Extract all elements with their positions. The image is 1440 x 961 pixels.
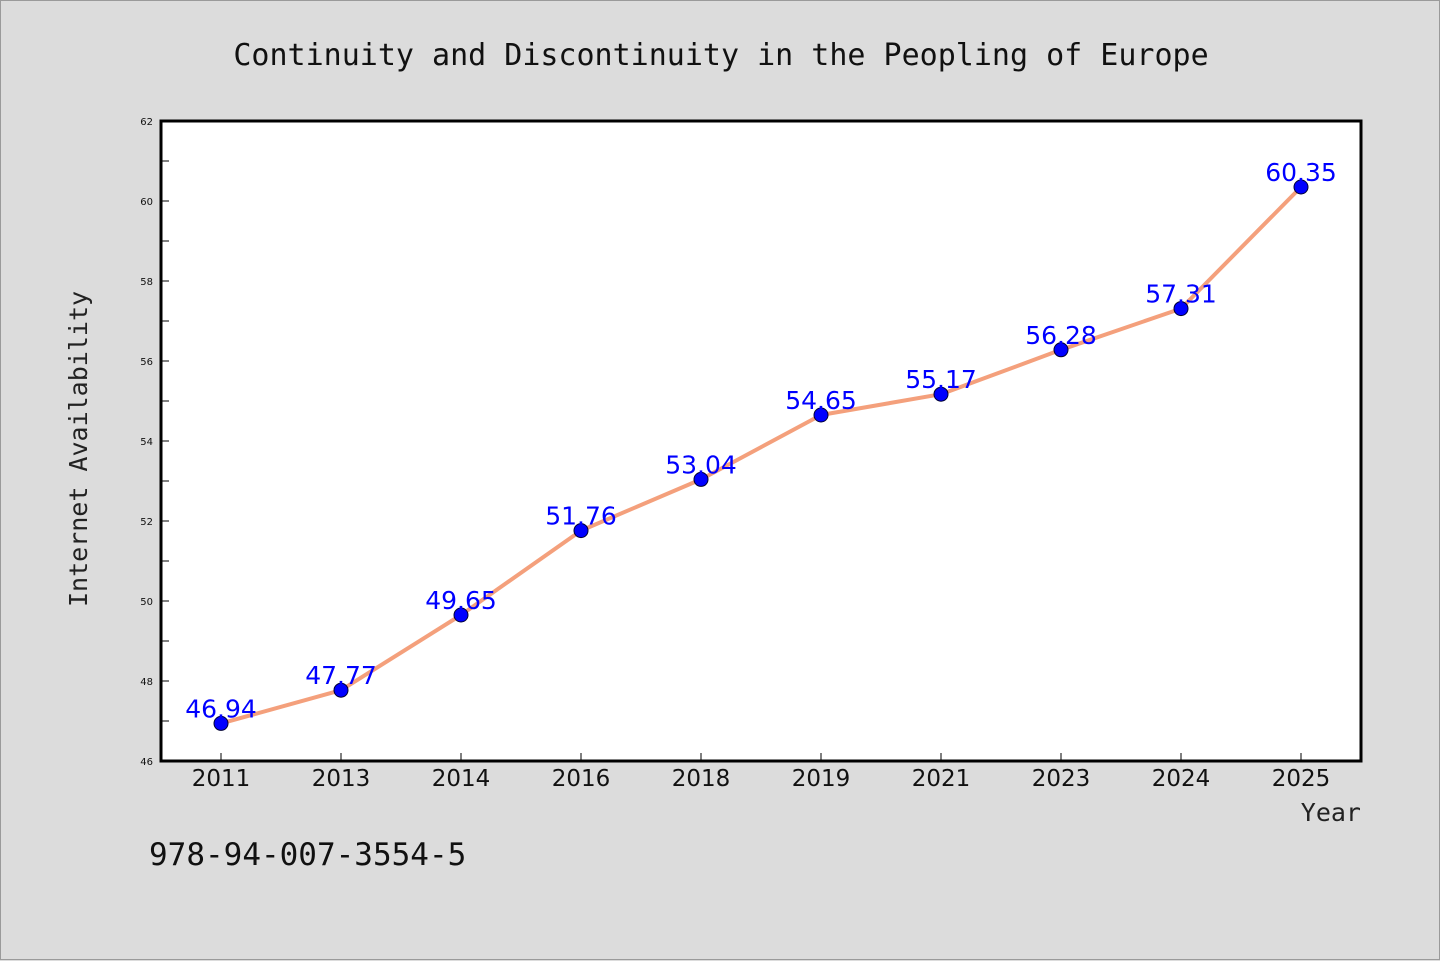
- series-line: [220, 185, 1303, 726]
- x-tick-label: 2014: [432, 766, 491, 792]
- chart-title: Continuity and Discontinuity in the Peop…: [233, 38, 1208, 73]
- y-tick-label: 58: [140, 277, 153, 288]
- y-tick-label: 46: [140, 757, 153, 768]
- data-point: [333, 682, 349, 698]
- data-point: [933, 386, 949, 402]
- data-point: [453, 607, 469, 623]
- data-label: 47.77: [305, 661, 377, 690]
- data-point: [573, 523, 589, 539]
- y-tick-label: 52: [140, 517, 153, 528]
- data-label: 53.04: [665, 450, 737, 479]
- data-label: 60.35: [1265, 158, 1337, 187]
- x-tick-label: 2018: [672, 766, 731, 792]
- y-axis-ticks: 46 48 50 52 54 56 58 60 62: [140, 117, 169, 768]
- data-label: 49.65: [425, 586, 497, 615]
- data-label: 54.65: [785, 386, 857, 415]
- data-label: 55.17: [905, 365, 977, 394]
- x-tick-label: 2021: [912, 766, 971, 792]
- data-point: [1053, 342, 1069, 358]
- isbn-text: 978-94-007-3554-5: [149, 837, 466, 873]
- y-tick-label: 56: [140, 357, 153, 368]
- y-axis-label: Internet Availability: [64, 291, 93, 607]
- data-labels: 46.94 47.77 49.65 51.76 53.04 54.65 55.17 56.28…: [185, 158, 1337, 723]
- y-tick-label: 48: [140, 677, 153, 688]
- plot-area: [159, 119, 1363, 763]
- data-point: [1173, 301, 1189, 317]
- data-point: [813, 407, 829, 423]
- x-tick-label: 2024: [1152, 766, 1211, 792]
- data-label: 57.31: [1145, 280, 1217, 309]
- series-line-group: [220, 185, 1303, 726]
- x-axis-ticks: 2011 2013 2014 2016 2018 2019 2021 2023 2024 2025: [192, 753, 1331, 792]
- data-label: 51.76: [545, 502, 617, 531]
- y-tick-label: 60: [140, 197, 153, 208]
- y-tick-label: 54: [140, 437, 153, 448]
- x-tick-label: 2025: [1272, 766, 1331, 792]
- data-point: [213, 715, 229, 731]
- y-tick-label: 50: [140, 597, 153, 608]
- data-points: [213, 179, 1309, 731]
- y-tick-label: 62: [140, 117, 153, 128]
- data-label: 56.28: [1025, 321, 1097, 350]
- data-point: [1293, 179, 1309, 195]
- x-tick-label: 2016: [552, 766, 611, 792]
- x-axis-label: Year: [1301, 798, 1361, 827]
- x-tick-label: 2013: [312, 766, 371, 792]
- x-tick-label: 2023: [1032, 766, 1091, 792]
- x-tick-label: 2011: [192, 766, 251, 792]
- data-label: 46.94: [185, 694, 257, 723]
- data-point: [693, 471, 709, 487]
- x-tick-label: 2019: [792, 766, 851, 792]
